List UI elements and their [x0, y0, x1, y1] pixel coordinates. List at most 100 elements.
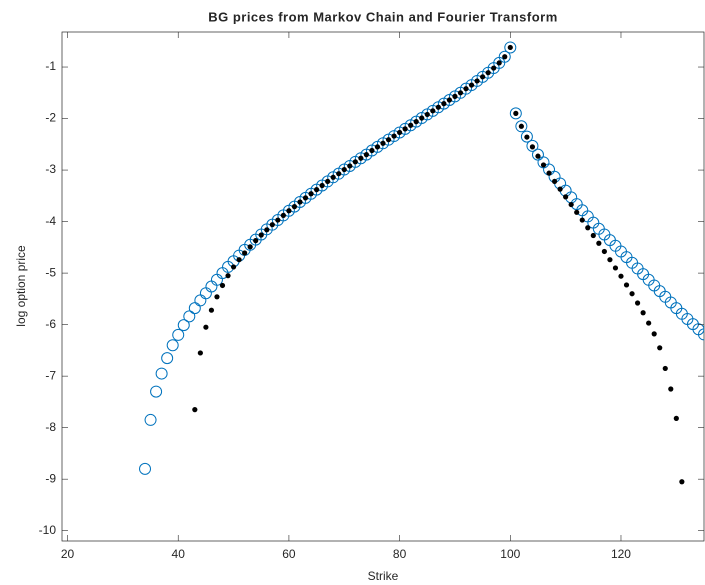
dot-marker [673, 415, 679, 421]
dot-marker [419, 115, 425, 121]
dot-marker [325, 178, 331, 185]
dot-marker [507, 44, 513, 51]
dot-marker [513, 110, 519, 116]
dot-marker [518, 123, 524, 129]
dot-marker [529, 144, 536, 150]
dot-marker [568, 201, 574, 208]
y-tick-label: -6 [45, 317, 56, 331]
axes-box [61, 31, 705, 542]
dot-marker [225, 273, 231, 279]
dot-marker [385, 137, 392, 143]
dot-marker [574, 209, 580, 215]
y-tick-label: -2 [45, 111, 56, 125]
x-tick-label: 20 [61, 547, 75, 561]
dot-marker [402, 126, 408, 132]
dot-marker [491, 65, 497, 71]
dot-marker [496, 60, 502, 66]
dot-marker [651, 331, 657, 337]
dot-marker [629, 291, 635, 297]
dot-marker [585, 225, 591, 231]
dot-marker [551, 178, 558, 185]
open-marker [144, 413, 157, 426]
open-marker [509, 107, 522, 120]
dot-marker [430, 108, 436, 114]
dot-marker [264, 227, 270, 233]
dot-marker [524, 134, 530, 140]
dot-marker [352, 159, 358, 165]
dot-marker [480, 74, 486, 80]
dot-marker [242, 250, 248, 256]
dot-marker [463, 86, 469, 92]
dot-marker [634, 300, 641, 306]
y-tick-label: -10 [39, 523, 57, 537]
open-marker [520, 130, 533, 143]
dot-marker [646, 320, 652, 326]
y-tick-label: -8 [45, 420, 56, 434]
open-marker [166, 339, 179, 352]
dot-marker [280, 212, 286, 219]
x-axis-label: Strike [368, 569, 399, 583]
dot-marker [601, 248, 607, 255]
dot-marker [535, 153, 541, 159]
open-marker [172, 328, 185, 341]
dot-marker [612, 265, 619, 271]
y-tick-label: -9 [45, 471, 56, 485]
dot-marker [230, 264, 237, 270]
dot-marker [546, 170, 552, 176]
open-marker [526, 139, 539, 152]
dot-marker [413, 119, 419, 125]
dot-marker [297, 199, 303, 205]
dot-marker [391, 133, 397, 139]
dot-marker [363, 152, 369, 158]
y-axis-label: log option price [14, 245, 28, 327]
dot-marker [435, 104, 441, 110]
dot-marker [236, 257, 242, 263]
dot-marker [275, 217, 281, 223]
y-tick-label: -5 [45, 265, 56, 279]
dot-marker [286, 208, 292, 214]
dot-marker [291, 204, 298, 210]
dot-marker [485, 70, 491, 76]
x-tick-label: 80 [393, 547, 407, 561]
x-tick-label: 40 [172, 547, 186, 561]
dot-marker [474, 78, 480, 84]
dot-marker [313, 187, 320, 193]
dot-marker [446, 97, 453, 103]
dot-marker [424, 111, 430, 118]
dot-marker [457, 90, 464, 96]
dot-marker [358, 155, 364, 161]
dot-marker [347, 163, 353, 169]
dot-marker [679, 479, 685, 485]
dot-marker [640, 310, 646, 316]
y-tick-label: -4 [45, 214, 56, 228]
dot-marker [540, 162, 547, 168]
x-tick-label: 120 [611, 547, 631, 561]
open-marker [504, 41, 517, 54]
dot-marker [579, 217, 585, 223]
dot-marker [607, 257, 613, 263]
dot-marker [662, 365, 668, 372]
dot-marker [302, 195, 309, 201]
y-tick-label: -3 [45, 162, 56, 176]
dot-marker [319, 182, 325, 189]
open-marker [155, 367, 168, 380]
dot-marker [563, 194, 569, 200]
dot-marker [668, 386, 674, 392]
chart-title: BG prices from Markov Chain and Fourier … [208, 9, 558, 24]
open-marker [515, 120, 528, 133]
dot-marker [441, 101, 447, 107]
dot-marker [203, 324, 209, 330]
dot-marker [330, 174, 336, 180]
open-marker [183, 310, 196, 323]
open-marker [177, 319, 190, 332]
y-tick-label: -1 [45, 59, 56, 73]
dot-marker [197, 350, 203, 356]
dot-marker [374, 144, 381, 150]
dot-marker [258, 232, 264, 238]
dot-marker [657, 345, 663, 351]
dot-marker [253, 238, 259, 244]
dot-marker [623, 282, 630, 288]
dot-marker [468, 82, 475, 88]
dot-marker [590, 232, 596, 239]
dot-marker [596, 240, 602, 246]
